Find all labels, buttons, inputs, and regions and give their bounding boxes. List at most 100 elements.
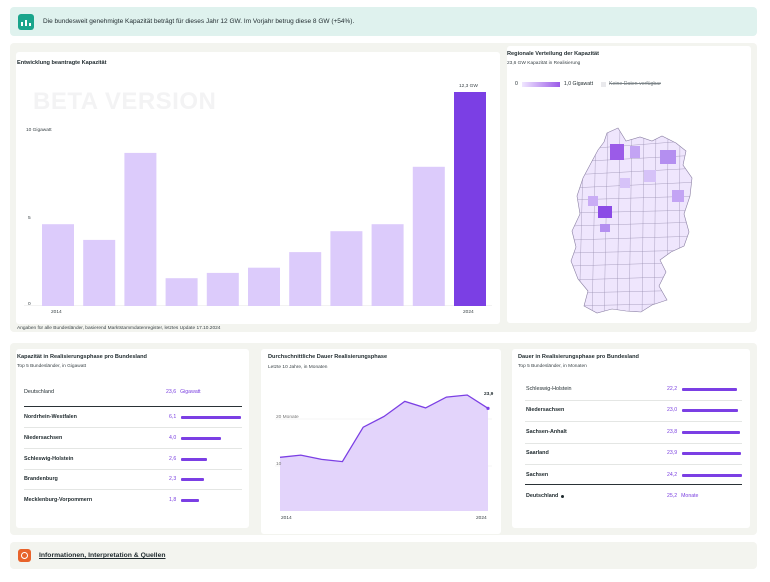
state-row-bar — [181, 457, 207, 461]
y-axis-label-5: 5 — [28, 216, 31, 221]
state-row-divider — [24, 447, 242, 449]
bar-chart-icon — [18, 13, 34, 30]
duration-chart-title: Durchschnittliche Dauer Realisierungspha… — [268, 354, 388, 360]
state-row-value-wrap: 2,6 — [169, 456, 176, 462]
state-row-value: 2,6 — [169, 455, 177, 462]
capacity-chart-title: Entwicklung beantragte Kapazität — [17, 60, 107, 66]
duration-row-bar — [682, 452, 741, 456]
legend-min: 0 — [515, 81, 518, 87]
state-total-value: 23,6 — [166, 389, 177, 395]
map-subtitle: 23,6 GW Kapazität in Realisierung — [507, 61, 581, 66]
duration-row-label: Saarland — [526, 450, 549, 457]
duration-row-value-wrap: 22,2 — [667, 386, 677, 392]
state-row-value-wrap: 6,1 — [169, 414, 176, 420]
state-row-bar — [181, 478, 204, 482]
duration-row-label: Niedersachsen — [526, 407, 565, 414]
duration-total-unit: Monate — [681, 493, 699, 499]
state-row: Niedersachsen — [24, 435, 62, 441]
duration-total-value-wrap: 25,2 Monate — [667, 493, 698, 499]
nodata-swatch — [601, 81, 607, 87]
duration-row-value: 22,2 — [667, 386, 678, 392]
duration-chart-subtitle: Letzte 10 Jahre, in Monaten — [268, 365, 328, 370]
state-row-label: Mecklenburg-Vorpommern — [24, 497, 93, 504]
state-total-label: Deutschland — [24, 389, 54, 395]
state-row-bar — [181, 416, 241, 419]
duration-row: Sachsen — [526, 472, 548, 478]
state-row-value-wrap: 2,3 — [169, 476, 176, 482]
state-row-value: 4,0 — [169, 434, 177, 441]
capacity-footnote: Angaben für alle Bundesländer, basierend… — [17, 326, 221, 331]
state-row-bar — [181, 436, 221, 440]
duration-last-value: 23,9 — [484, 392, 494, 397]
x-axis-label-start: 2014 — [51, 310, 62, 315]
duration-row-bar — [682, 388, 737, 391]
duration-row-label: Sachsen — [526, 471, 549, 478]
y-axis-label-0: 0 — [28, 302, 31, 307]
state-row-value: 2,3 — [169, 476, 177, 483]
duration-total-value: 25,2 — [667, 493, 678, 499]
duration-row-divider — [525, 400, 742, 401]
duration-row-value: 23,0 — [667, 407, 678, 414]
state-row-divider — [24, 489, 242, 491]
state-row-value-wrap: 4,0 — [169, 435, 176, 441]
last-bar-value-label: 12,3 GW — [459, 84, 478, 89]
state-row: Mecklenburg-Vorpommern — [24, 497, 92, 503]
duration-row-label: Schleswig-Holstein — [526, 386, 572, 392]
state-duration-subtitle: Top 5 Bundesländer, in Monaten — [518, 364, 587, 369]
duration-row-divider — [525, 421, 742, 423]
state-total-divider — [24, 406, 242, 407]
y-axis-label-10: 10 Gigawatt — [26, 128, 52, 133]
state-total-row: Deutschland — [24, 389, 54, 395]
beta-watermark: BETA VERSION — [33, 88, 217, 115]
map-legend: 0 1,0 Gigawatt Keine Daten verfügbar — [515, 81, 661, 87]
state-row-value: 6,1 — [169, 414, 177, 420]
state-row-value-wrap: 1,8 — [169, 497, 176, 503]
state-row: Schleswig-Holstein — [24, 456, 73, 462]
duration-row-divider — [525, 464, 742, 466]
duration-row-label: Sachsen-Anhalt — [526, 428, 567, 435]
legend-nodata: Keine Daten verfügbar — [609, 81, 661, 87]
state-row-label: Brandenburg — [24, 476, 58, 483]
duration-row-value-wrap: 23,8 — [667, 429, 677, 435]
state-row-bar — [181, 499, 199, 503]
map-title: Regionale Verteilung der Kapazität — [507, 51, 600, 57]
state-row: Brandenburg — [24, 476, 58, 482]
duration-total-label: Deutschland — [526, 493, 559, 499]
map-card — [507, 46, 751, 323]
duration-total-divider — [525, 484, 742, 485]
state-duration-title: Dauer in Realisierungsphase pro Bundesla… — [518, 354, 639, 360]
duration-row: Niedersachsen — [526, 407, 564, 413]
state-capacity-subtitle: Top 5 Bundesländer, in Gigawatt — [17, 364, 87, 369]
duration-row-value-wrap: 23,0 — [667, 407, 677, 413]
state-row-divider — [24, 468, 242, 470]
duration-y-label-10: 10 — [276, 462, 282, 467]
duration-chart-card — [261, 349, 501, 534]
x-axis-label-end: 2024 — [463, 310, 474, 315]
state-row-label: Niedersachsen — [24, 434, 63, 441]
duration-row: Saarland — [526, 450, 549, 456]
state-duration-card — [512, 349, 750, 528]
duration-row-value: 24,2 — [667, 471, 678, 478]
duration-total-row: Deutschland — [526, 493, 565, 499]
duration-total-dot-icon — [561, 494, 565, 498]
state-capacity-title: Kapazität in Realisierungsphase pro Bund… — [17, 354, 147, 360]
duration-row-bar — [682, 473, 742, 477]
duration-row: Schleswig-Holstein — [526, 386, 572, 392]
summary-text: Die bundesweit genehmigte Kapazität betr… — [43, 18, 355, 25]
info-link[interactable]: Informationen, Interpretation & Quellen — [39, 552, 166, 559]
state-total-unit: Gigawatt — [180, 389, 201, 395]
state-row-label: Nordrhein-Westfalen — [24, 414, 77, 420]
duration-row-value: 23,9 — [667, 450, 678, 457]
duration-row-divider — [525, 442, 742, 444]
state-row-value: 1,8 — [169, 497, 177, 504]
legend-gradient — [521, 81, 560, 87]
duration-x-start: 2014 — [281, 516, 292, 521]
duration-row: Sachsen-Anhalt — [526, 429, 567, 435]
info-circle-icon — [18, 549, 31, 562]
state-total-value-wrap: 23,6 Gigawatt — [166, 389, 201, 395]
duration-row-bar — [682, 409, 739, 413]
duration-row-value-wrap: 24,2 — [667, 472, 677, 478]
state-row: Nordrhein-Westfalen — [24, 414, 77, 420]
info-bar[interactable]: Informationen, Interpretation & Quellen — [10, 542, 757, 569]
state-row-divider — [24, 427, 242, 428]
